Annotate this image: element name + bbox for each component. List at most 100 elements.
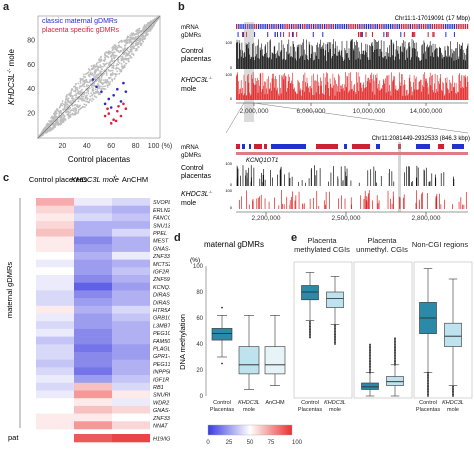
zoom-control-bar	[261, 172, 262, 186]
zoom-control-bar	[314, 165, 315, 186]
mole-bar	[336, 84, 337, 100]
cloud-point	[75, 83, 77, 85]
heat-cell	[36, 367, 74, 376]
control-bar	[283, 58, 285, 69]
control-bar	[301, 44, 302, 69]
mole-bar	[247, 73, 249, 100]
control-bar	[287, 54, 289, 69]
control-bar	[250, 58, 251, 69]
mole-bar	[274, 87, 276, 100]
outlier	[334, 336, 336, 339]
mole-bar	[406, 89, 407, 100]
gdmr-mark	[365, 32, 367, 37]
mole-bar	[238, 81, 239, 100]
zoom-mole-bar	[427, 192, 428, 209]
cloud-point	[84, 97, 87, 100]
mrna-gene	[348, 24, 350, 29]
cloud-point	[141, 38, 144, 41]
mole-bar	[439, 83, 440, 100]
cloud-point	[91, 94, 94, 96]
cloud-point	[136, 42, 138, 45]
control-bar	[431, 45, 432, 69]
cloud-point	[125, 57, 128, 60]
mole-bar	[268, 76, 269, 100]
gdmr-point	[116, 109, 119, 113]
outlier	[369, 356, 371, 358]
control-bar	[321, 46, 322, 69]
gdmr-mark	[361, 32, 363, 37]
mrna-gene	[310, 24, 312, 29]
control-bar	[318, 59, 320, 69]
mrna-gene	[462, 24, 464, 29]
outlier	[221, 362, 223, 365]
control-bar	[361, 42, 362, 69]
zoom-control-bar	[263, 169, 265, 186]
mole-bar	[345, 87, 347, 100]
mrna-gene	[286, 24, 288, 29]
gene-label: MEST	[153, 239, 169, 245]
gdmr-point	[114, 119, 118, 123]
mole-bar	[423, 86, 425, 100]
control-bar	[337, 55, 339, 69]
cloud-point	[64, 99, 67, 102]
cloud-point	[127, 36, 130, 39]
control-bar	[442, 54, 444, 69]
zoom-control-bar	[434, 174, 436, 186]
zoom-mole-bar	[389, 198, 391, 209]
cloud-point	[73, 94, 76, 97]
mole-bar	[340, 85, 341, 100]
mole-bar	[250, 94, 252, 100]
control-bar	[240, 56, 242, 69]
zoom-mole-bar	[312, 197, 314, 209]
heat-cell	[112, 298, 150, 307]
control-bar	[252, 43, 253, 69]
mole-bar	[264, 81, 265, 100]
control-bar	[401, 51, 402, 69]
heat-cell	[112, 244, 150, 253]
mole-bar	[288, 74, 290, 100]
outlier	[369, 357, 371, 360]
gdmr-mark	[292, 32, 294, 37]
control-bar	[294, 58, 296, 69]
mole-bar	[328, 88, 329, 100]
gdmr-mark	[274, 32, 276, 37]
mrna-gene	[269, 24, 271, 29]
heat-cell	[36, 390, 74, 399]
mrna-gene	[339, 24, 341, 29]
control-bar	[323, 42, 325, 69]
mrna-gene	[442, 24, 444, 29]
control-bar	[450, 41, 451, 69]
zoom-mole-bar	[344, 198, 346, 209]
mole-bar	[237, 72, 238, 100]
control-bar	[308, 60, 309, 69]
mrna-gene	[385, 24, 387, 29]
outlier	[427, 388, 429, 391]
mole-bar	[431, 75, 432, 100]
control-bar	[290, 46, 292, 69]
panel-d-yunit: (%)	[190, 257, 200, 264]
cloud-point	[106, 62, 108, 64]
control-bar	[255, 46, 257, 69]
cloud-point	[114, 68, 117, 70]
mole-bar	[399, 72, 400, 100]
control-bar	[364, 50, 366, 69]
gene-label: ZNF597	[152, 277, 170, 283]
cloud-point	[83, 79, 85, 82]
mole-bar	[337, 85, 339, 100]
cloud-point	[137, 46, 140, 49]
cloud-point	[125, 52, 128, 55]
control-bar	[410, 59, 411, 69]
zoom-control-bar	[289, 178, 291, 186]
cloud-point	[120, 63, 123, 65]
cloud-point	[98, 78, 101, 80]
zoom-control-bar	[388, 172, 390, 186]
control-bar	[450, 57, 452, 69]
mrna-gene	[258, 24, 260, 29]
cloud-point	[132, 47, 135, 50]
control-bar	[320, 39, 321, 69]
control-bar	[315, 52, 316, 69]
mole-bar	[407, 95, 409, 100]
cloud-point	[87, 89, 90, 92]
cloud-point	[76, 86, 79, 89]
cloud-point	[74, 111, 77, 114]
